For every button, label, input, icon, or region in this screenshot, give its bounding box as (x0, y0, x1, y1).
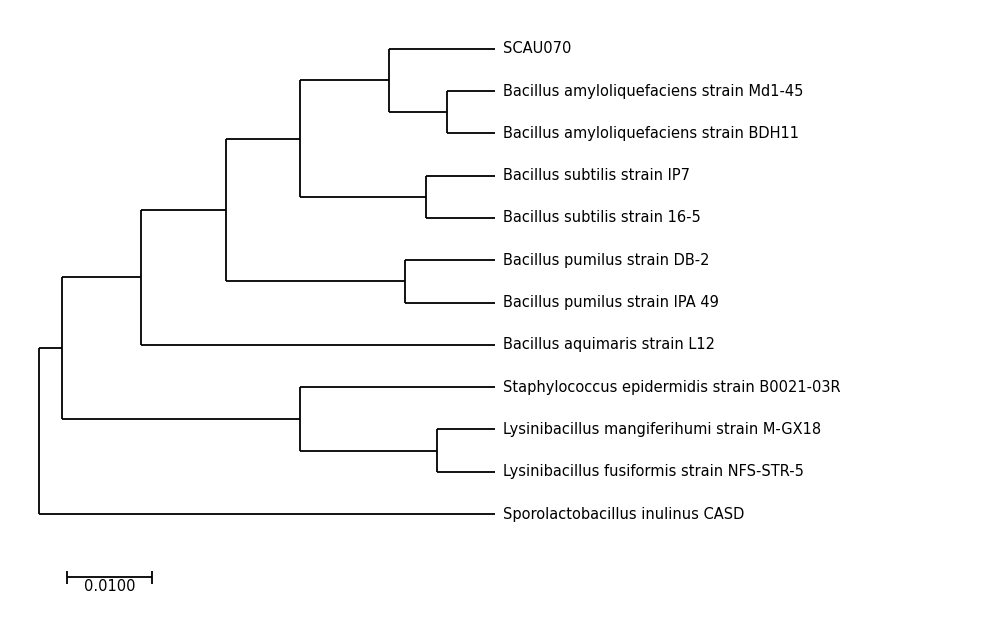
Text: Lysinibacillus mangiferihumi strain M-GX18: Lysinibacillus mangiferihumi strain M-GX… (503, 422, 821, 437)
Text: Bacillus subtilis strain IP7: Bacillus subtilis strain IP7 (503, 168, 690, 183)
Text: Lysinibacillus fusiformis strain NFS-STR-5: Lysinibacillus fusiformis strain NFS-STR… (503, 464, 804, 479)
Text: Bacillus amyloliquefaciens strain Md1-45: Bacillus amyloliquefaciens strain Md1-45 (503, 84, 804, 98)
Text: Bacillus subtilis strain 16-5: Bacillus subtilis strain 16-5 (503, 210, 701, 226)
Text: Staphylococcus epidermidis strain B0021-03R: Staphylococcus epidermidis strain B0021-… (503, 380, 841, 395)
Text: Bacillus aquimaris strain L12: Bacillus aquimaris strain L12 (503, 337, 715, 352)
Text: 0.0100: 0.0100 (84, 580, 135, 594)
Text: Sporolactobacillus inulinus CASD: Sporolactobacillus inulinus CASD (503, 507, 745, 521)
Text: SCAU070: SCAU070 (503, 42, 572, 56)
Text: Bacillus amyloliquefaciens strain BDH11: Bacillus amyloliquefaciens strain BDH11 (503, 126, 799, 141)
Text: Bacillus pumilus strain IPA 49: Bacillus pumilus strain IPA 49 (503, 295, 719, 310)
Text: Bacillus pumilus strain DB-2: Bacillus pumilus strain DB-2 (503, 253, 710, 268)
